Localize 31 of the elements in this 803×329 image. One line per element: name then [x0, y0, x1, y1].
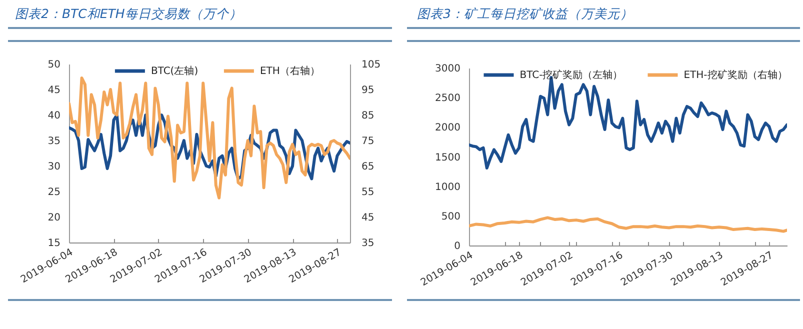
- y-tick-label: 35: [48, 136, 60, 147]
- y-tick-label: 2500: [435, 93, 460, 104]
- y2-tick-label: 45: [362, 212, 374, 224]
- y-tick-label: 40: [48, 110, 60, 122]
- y-tick-label: 2000: [435, 122, 460, 134]
- y2-tick-label: 75: [362, 136, 374, 147]
- y2-tick-label: 105: [362, 60, 381, 70]
- y-tick-label: 25: [48, 187, 60, 198]
- y-tick-label: 30: [48, 162, 60, 172]
- legend-label: BTC(左轴): [150, 65, 198, 77]
- legend-label: ETH-挖矿奖励（右轴）: [684, 69, 788, 81]
- y-tick-label: 1500: [435, 152, 460, 164]
- legend-label: ETH（右轴）: [260, 65, 320, 77]
- line-series: [69, 76, 350, 200]
- y-tick-label: 15: [48, 238, 60, 249]
- y-tick-label: 500: [441, 211, 460, 222]
- y-tick-label: 3000: [435, 64, 460, 74]
- chart-title: 图表2：BTC和ETH每日交易数（万个）: [15, 6, 242, 23]
- y-tick-label: 50: [48, 60, 60, 70]
- chart-title: 图表3：矿工每日挖矿收益（万美元）: [417, 6, 633, 23]
- y-tick-label: 45: [48, 85, 60, 96]
- y2-tick-label: 85: [362, 110, 374, 122]
- y2-tick-label: 55: [362, 187, 374, 198]
- line-series: [469, 216, 787, 233]
- y2-tick-label: 95: [362, 85, 374, 96]
- y-tick-label: 20: [48, 212, 60, 224]
- legend-label: BTC-挖矿奖励（左轴）: [520, 69, 623, 81]
- y-tick-label: 1000: [435, 182, 460, 193]
- y2-tick-label: 65: [362, 162, 374, 172]
- y-tick-label: 0: [454, 241, 460, 252]
- y2-tick-label: 35: [362, 238, 374, 249]
